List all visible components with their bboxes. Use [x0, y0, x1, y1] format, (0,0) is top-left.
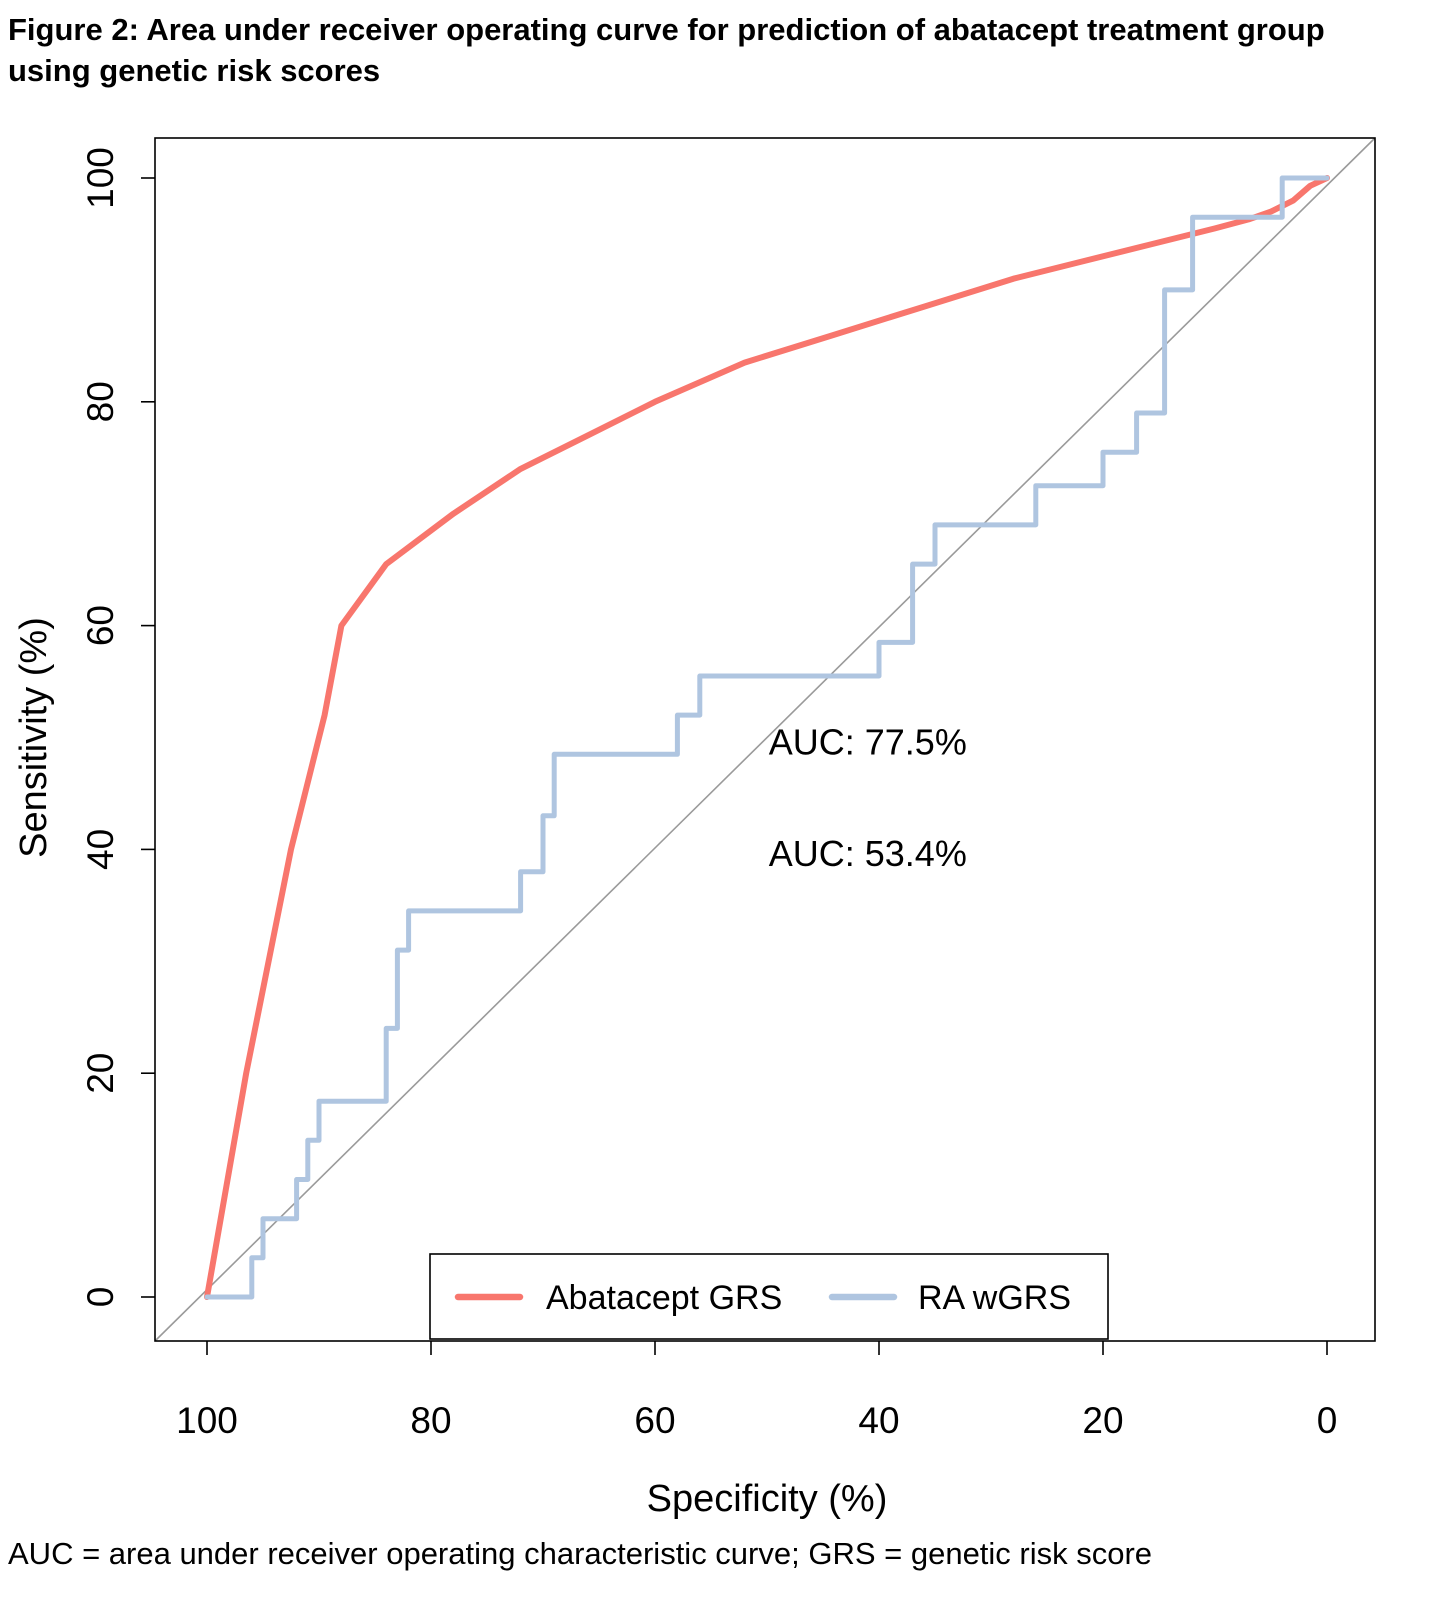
legend-label: Abatacept GRS: [546, 1279, 782, 1317]
figure-title: Figure 2: Area under receiver operating …: [8, 10, 1430, 92]
x-axis-label: Specificity (%): [647, 1478, 888, 1520]
x-tick-label: 100: [176, 1400, 238, 1441]
y-tick-label: 40: [80, 829, 121, 870]
auc-annotation-1: AUC: 53.4%: [769, 833, 967, 874]
y-tick-label: 60: [80, 605, 121, 646]
x-tick-label: 80: [410, 1400, 451, 1441]
y-axis: 0 20 40 60 80 100: [80, 147, 155, 1307]
legend-label: RA wGRS: [918, 1279, 1071, 1317]
roc-chart: 100 80 60 40 20 0 0 20 40 60 80 100 Specificity (%) S…: [13, 137, 1376, 1520]
x-tick-label: 40: [858, 1400, 899, 1441]
legend: Abatacept GRS RA wGRS: [429, 1253, 1109, 1340]
figure-title-line1: Figure 2: Area under receiver operating …: [8, 12, 1325, 47]
x-tick-label: 0: [1317, 1400, 1338, 1441]
x-axis: 100 80 60 40 20 0: [176, 1340, 1338, 1441]
plot-box: [154, 137, 1376, 1342]
figure-footnote: AUC = area under receiver operating char…: [8, 1535, 1153, 1571]
figure-page: Figure 2: Area under receiver operating …: [0, 10, 1444, 1572]
roc-curve-ra-wgrs: [204, 175, 1330, 1300]
y-axis-label: Sensitivity (%): [13, 617, 55, 858]
y-tick-label: 80: [80, 381, 121, 422]
y-tick-label: 0: [80, 1287, 121, 1308]
diagonal-reference-line: [154, 137, 1376, 1342]
x-tick-label: 20: [1082, 1400, 1123, 1441]
legend-box: [429, 1253, 1109, 1340]
auc-annotation-0: AUC: 77.5%: [769, 721, 967, 762]
x-tick-label: 60: [634, 1400, 675, 1441]
figure-title-line2: using genetic risk scores: [8, 52, 381, 88]
y-tick-label: 20: [80, 1052, 121, 1093]
y-tick-label: 100: [80, 147, 121, 209]
